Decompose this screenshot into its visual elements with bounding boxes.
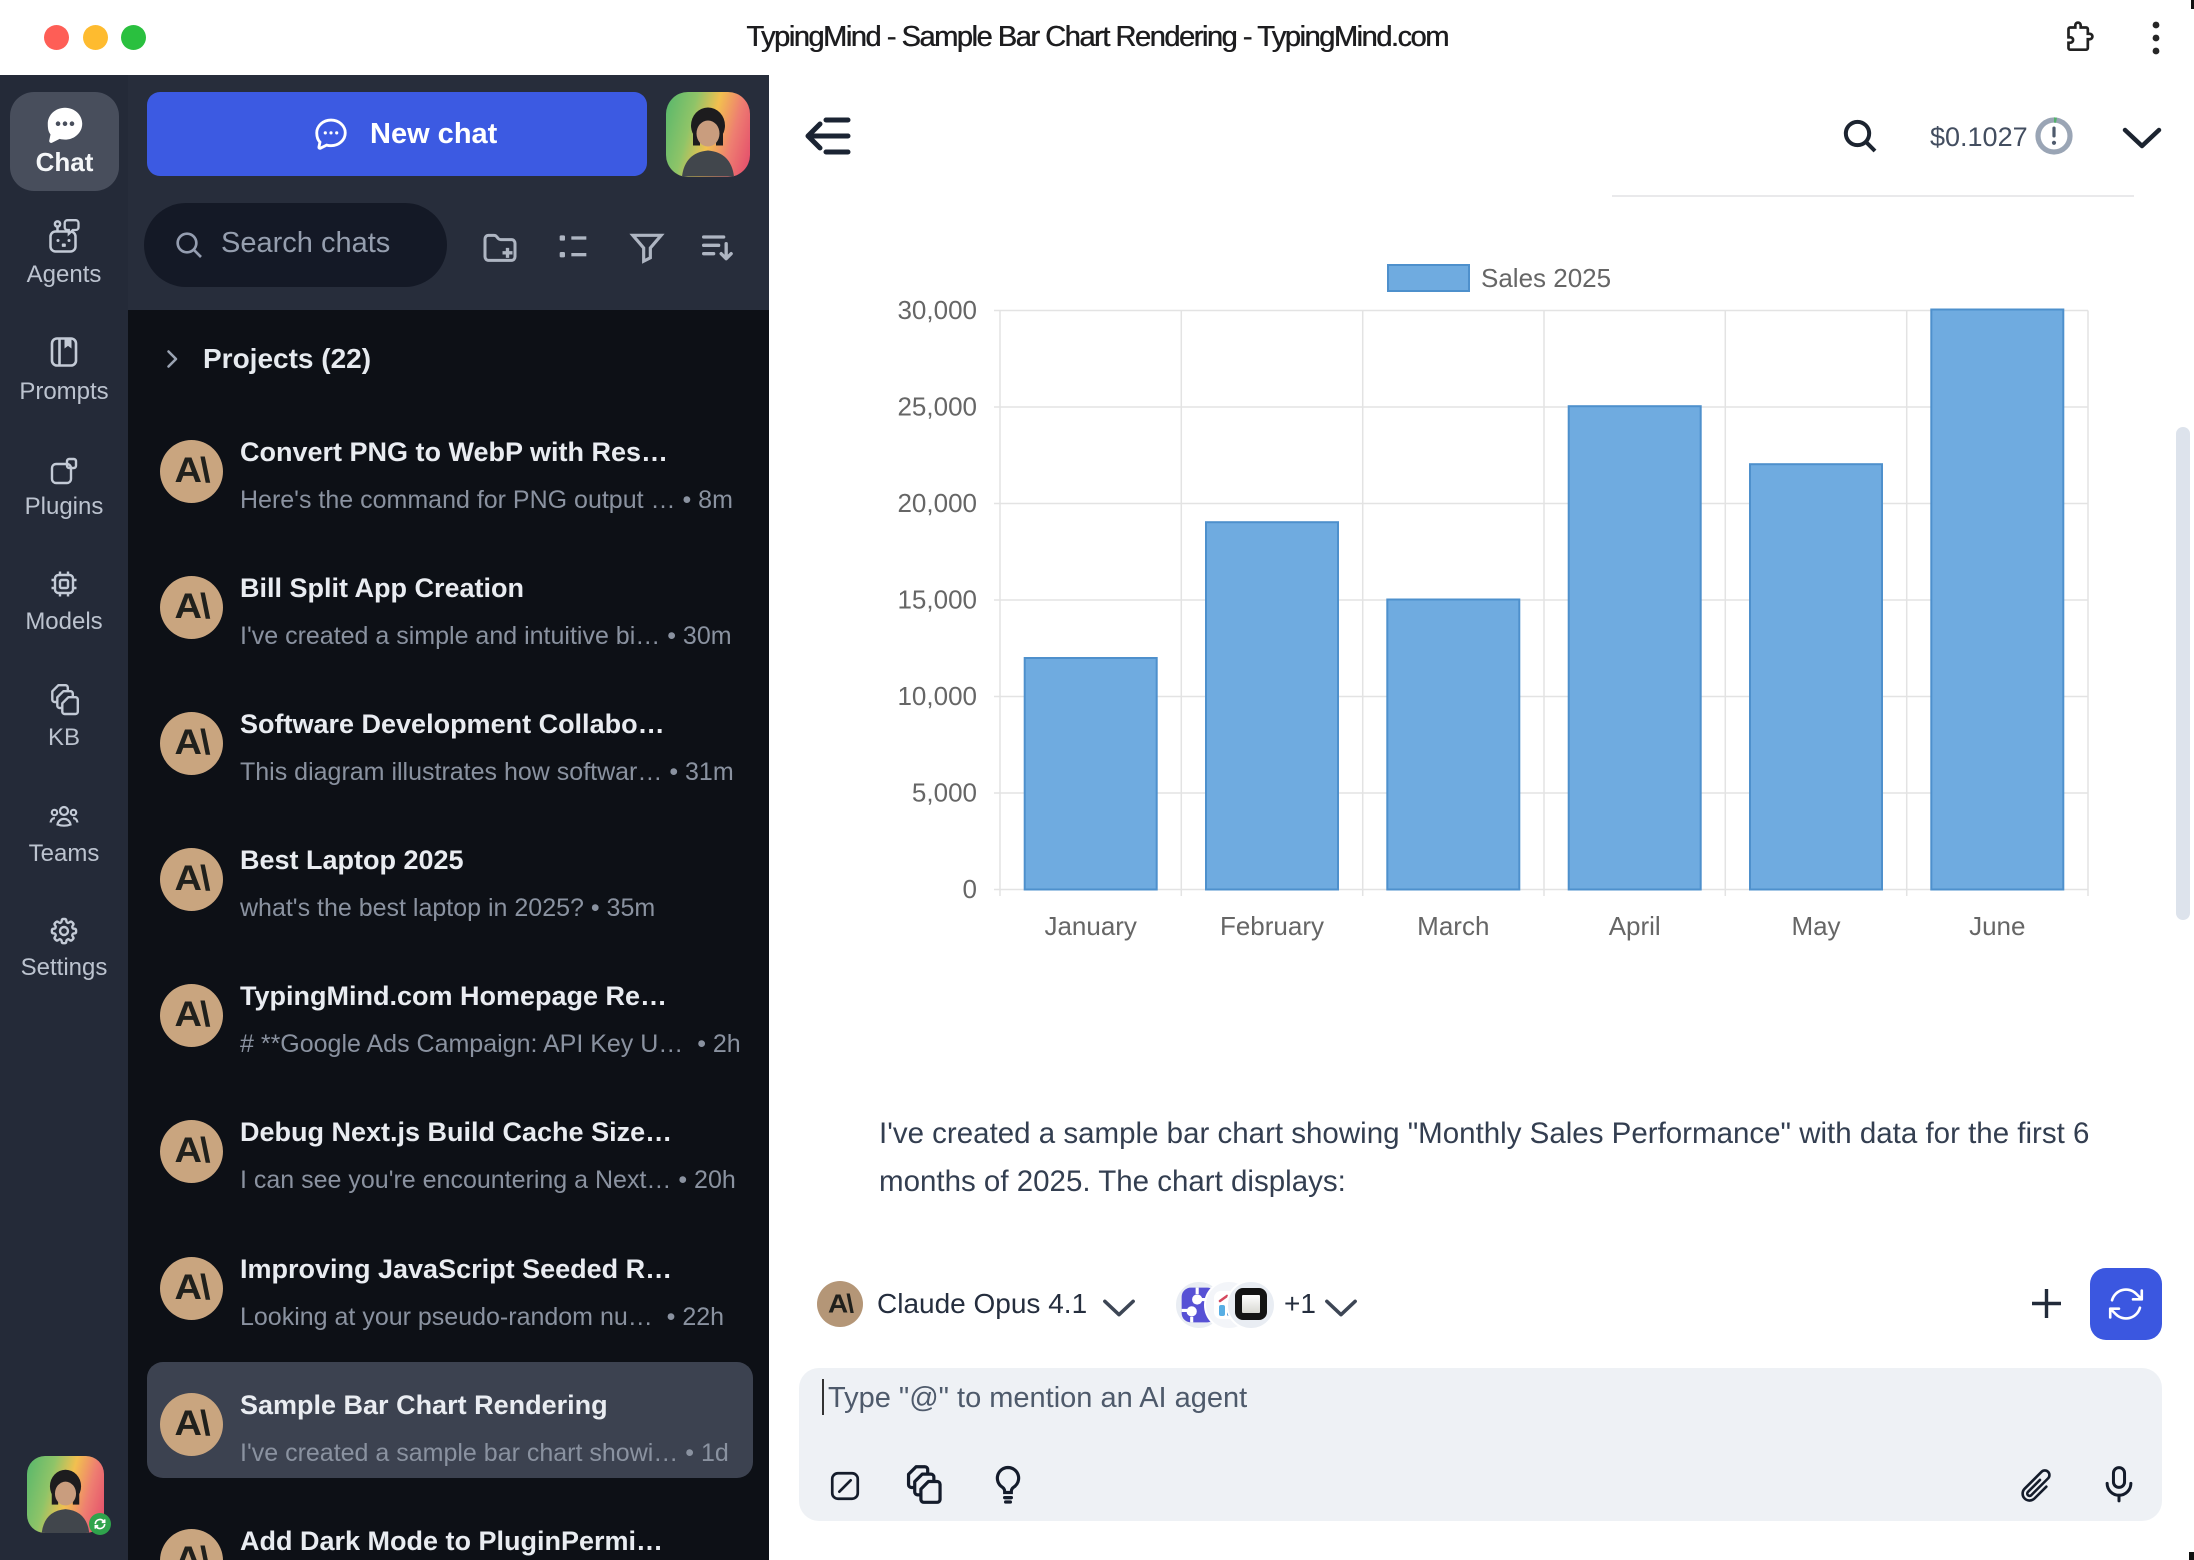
svg-text:April: April <box>1609 911 1661 941</box>
svg-text:January: January <box>1044 911 1137 941</box>
svg-text:15,000: 15,000 <box>897 585 977 615</box>
svg-text:Sales 2025: Sales 2025 <box>1481 263 1611 293</box>
svg-text:February: February <box>1220 911 1324 941</box>
svg-text:20,000: 20,000 <box>897 488 977 518</box>
svg-text:10,000: 10,000 <box>897 681 977 711</box>
svg-text:June: June <box>1969 911 2025 941</box>
svg-text:5,000: 5,000 <box>912 778 977 808</box>
svg-text:0: 0 <box>963 874 977 904</box>
svg-text:March: March <box>1417 911 1489 941</box>
svg-text:25,000: 25,000 <box>897 392 977 422</box>
svg-text:May: May <box>1791 911 1840 941</box>
svg-text:30,000: 30,000 <box>897 295 977 325</box>
